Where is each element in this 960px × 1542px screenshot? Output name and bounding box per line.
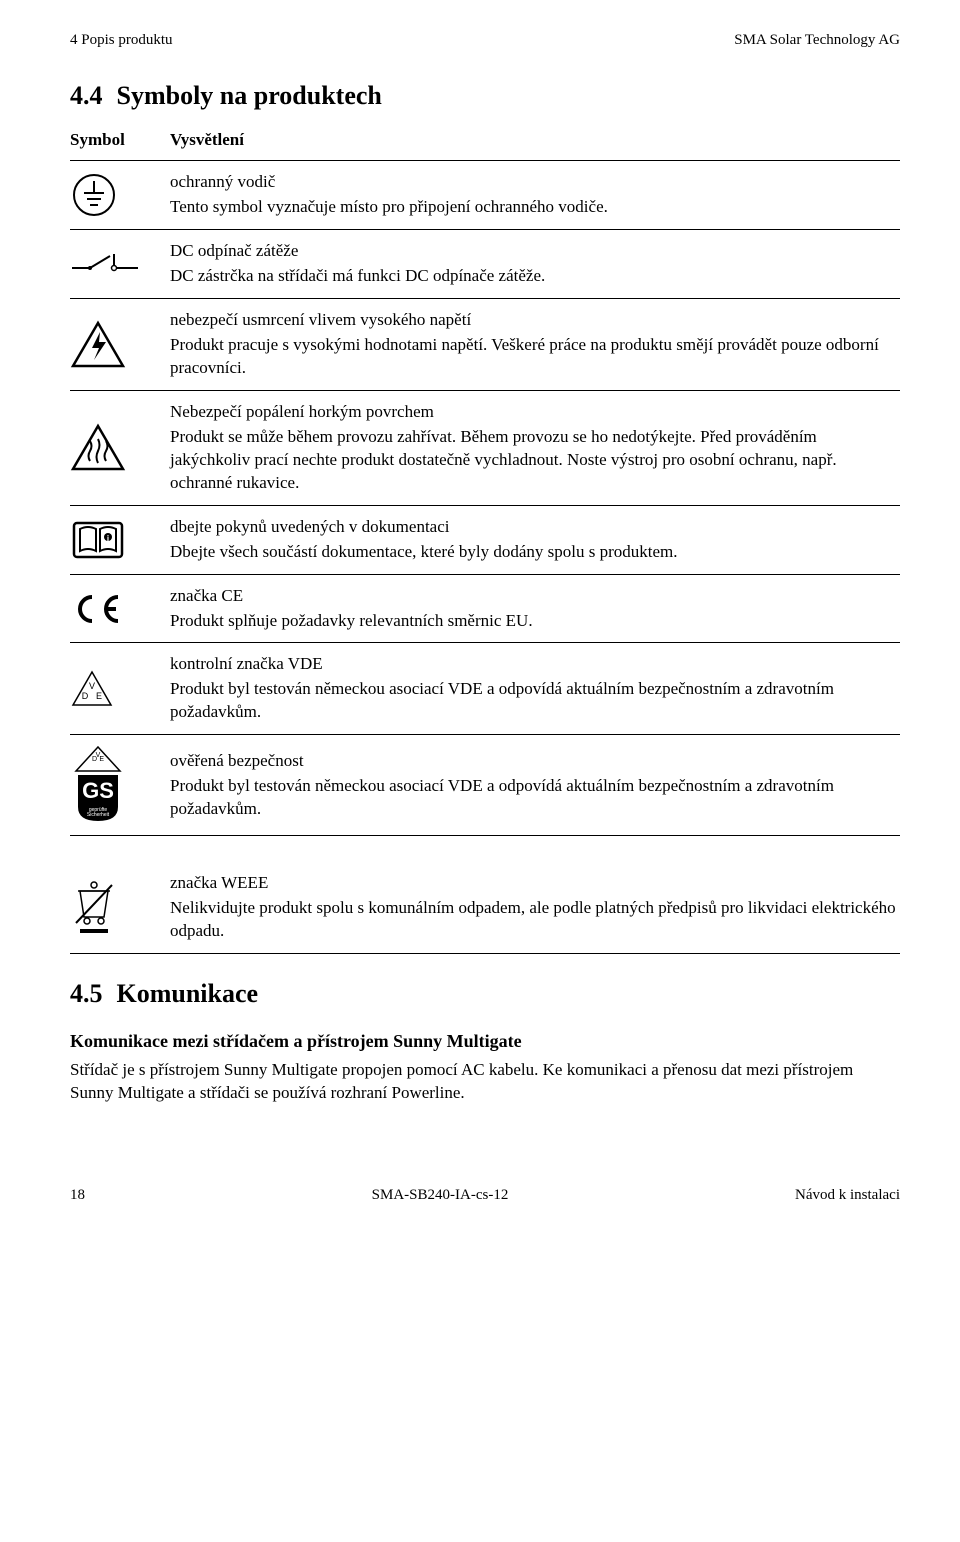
high-voltage-icon: [70, 299, 170, 391]
row-title: Nebezpečí popálení horkým povrchem: [170, 401, 900, 424]
table-row: značka WEEE Nelikvidujte produkt spolu s…: [70, 862, 900, 953]
row-text: ověřená bezpečnost Produkt byl testován …: [170, 735, 900, 836]
row-text: dbejte pokynů uvedených v dokumentaci Db…: [170, 505, 900, 574]
col-explanation: Vysvětlení: [170, 123, 900, 160]
symbols-table: Symbol Vysvětlení ochranný vodič Tento s…: [70, 123, 900, 953]
row-title: ověřená bezpečnost: [170, 750, 900, 773]
section-4-5-title: 4.5 Komunikace: [70, 976, 900, 1011]
svg-text:E: E: [96, 691, 102, 701]
header-left: 4 Popis produktu: [70, 30, 173, 50]
svg-text:Sicherheit: Sicherheit: [87, 812, 110, 818]
page-footer: 18 SMA-SB240-IA-cs-12 Návod k instalaci: [70, 1185, 900, 1205]
table-row: Nebezpečí popálení horkým povrchem Produ…: [70, 390, 900, 505]
svg-text:i: i: [107, 534, 109, 543]
row-text: Nebezpečí popálení horkým povrchem Produ…: [170, 390, 900, 505]
header-right: SMA Solar Technology AG: [734, 30, 900, 50]
section-4-4-text: Symboly na produktech: [117, 81, 382, 110]
table-row: DC odpínač zátěže DC zástrčka na střídač…: [70, 230, 900, 299]
table-row: V D E kontrolní značka VDE Produkt byl t…: [70, 643, 900, 735]
svg-text:E: E: [99, 756, 104, 763]
row-body: Dbejte všech součástí dokumentace, které…: [170, 542, 678, 561]
footer-doc-id: SMA-SB240-IA-cs-12: [372, 1185, 509, 1205]
row-title: kontrolní značka VDE: [170, 653, 900, 676]
footer-page: 18: [70, 1185, 85, 1205]
documentation-icon: i: [70, 505, 170, 574]
row-body: DC zástrčka na střídači má funkci DC odp…: [170, 266, 545, 285]
col-symbol: Symbol: [70, 123, 170, 160]
section-4-5-num: 4.5: [70, 979, 103, 1008]
row-text: značka CE Produkt splňuje požadavky rele…: [170, 574, 900, 643]
row-title: ochranný vodič: [170, 171, 900, 194]
row-text: kontrolní značka VDE Produkt byl testová…: [170, 643, 900, 735]
row-body: Nelikvidujte produkt spolu s komunálním …: [170, 898, 896, 940]
row-title: značka CE: [170, 585, 900, 608]
section-4-5-text: Komunikace: [117, 979, 259, 1008]
dc-switch-icon: [70, 230, 170, 299]
row-text: ochranný vodič Tento symbol vyznačuje mí…: [170, 161, 900, 230]
hot-surface-icon: [70, 390, 170, 505]
weee-icon: [70, 862, 170, 953]
gs-vde-icon: D V E GS geprüfte Sicherheit: [70, 735, 170, 836]
row-title: značka WEEE: [170, 872, 900, 895]
page-header: 4 Popis produktu SMA Solar Technology AG: [70, 30, 900, 50]
section-4-4-num: 4.4: [70, 81, 103, 110]
gap-row: [70, 836, 900, 862]
svg-text:D: D: [82, 691, 89, 701]
svg-text:V: V: [89, 681, 95, 691]
footer-title: Návod k instalaci: [795, 1185, 900, 1205]
row-body: Produkt pracuje s vysokými hodnotami nap…: [170, 335, 879, 377]
table-row: i dbejte pokynů uvedených v dokumentaci …: [70, 505, 900, 574]
row-body: Produkt byl testován německou asociací V…: [170, 776, 834, 818]
table-row: D V E GS geprüfte Sicherheit ověřená bez…: [70, 735, 900, 836]
svg-text:GS: GS: [82, 778, 114, 803]
row-body: Produkt splňuje požadavky relevantních s…: [170, 611, 533, 630]
row-body: Tento symbol vyznačuje místo pro připoje…: [170, 197, 608, 216]
row-body: Produkt byl testován německou asociací V…: [170, 679, 834, 721]
table-row: nebezpečí usmrcení vlivem vysokého napět…: [70, 299, 900, 391]
row-title: nebezpečí usmrcení vlivem vysokého napět…: [170, 309, 900, 332]
table-row: ochranný vodič Tento symbol vyznačuje mí…: [70, 161, 900, 230]
row-title: dbejte pokynů uvedených v dokumentaci: [170, 516, 900, 539]
section-4-5-subhead: Komunikace mezi střídačem a přístrojem S…: [70, 1029, 900, 1053]
section-4-4-title: 4.4 Symboly na produktech: [70, 78, 900, 113]
row-title: DC odpínač zátěže: [170, 240, 900, 263]
section-4-5-body: Střídač je s přístrojem Sunny Multigate …: [70, 1059, 900, 1105]
table-row: značka CE Produkt splňuje požadavky rele…: [70, 574, 900, 643]
ce-mark-icon: [70, 574, 170, 643]
row-body: Produkt se může během provozu zahřívat. …: [170, 427, 837, 492]
row-text: nebezpečí usmrcení vlivem vysokého napět…: [170, 299, 900, 391]
row-text: značka WEEE Nelikvidujte produkt spolu s…: [170, 862, 900, 953]
vde-mark-icon: V D E: [70, 643, 170, 735]
ground-icon: [70, 161, 170, 230]
row-text: DC odpínač zátěže DC zástrčka na střídač…: [170, 230, 900, 299]
